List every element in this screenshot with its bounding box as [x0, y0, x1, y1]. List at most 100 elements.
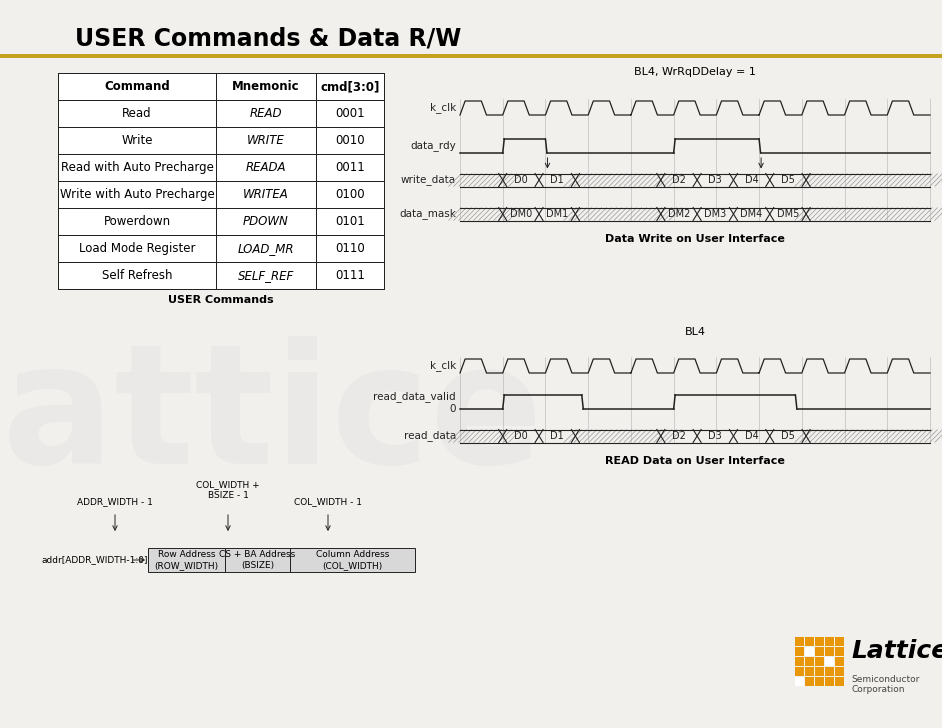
Bar: [58, 181, 216, 208]
Bar: [216, 208, 316, 235]
Bar: [316, 181, 384, 208]
Bar: [805, 647, 814, 656]
Text: Row Address
(ROW_WIDTH): Row Address (ROW_WIDTH): [154, 550, 219, 570]
Bar: [216, 181, 316, 208]
Text: ADDR_WIDTH - 1: ADDR_WIDTH - 1: [77, 497, 153, 506]
Bar: [290, 548, 415, 572]
Bar: [815, 667, 824, 676]
Bar: [225, 548, 290, 572]
Text: Mnemonic: Mnemonic: [232, 80, 300, 93]
Text: COL_WIDTH +
BSIZE - 1: COL_WIDTH + BSIZE - 1: [196, 480, 260, 500]
Bar: [316, 262, 384, 289]
Bar: [795, 677, 804, 686]
Text: READA: READA: [246, 161, 286, 174]
Bar: [58, 100, 216, 127]
Text: CS + BA Address
(BSIZE): CS + BA Address (BSIZE): [219, 550, 296, 570]
Text: WRITE: WRITE: [247, 134, 284, 147]
Text: Write with Auto Precharge: Write with Auto Precharge: [59, 188, 215, 201]
Text: BL4, WrRqDDelay = 1: BL4, WrRqDDelay = 1: [634, 67, 755, 77]
Bar: [58, 262, 216, 289]
Bar: [835, 657, 844, 666]
Text: Write: Write: [122, 134, 153, 147]
Bar: [58, 262, 384, 289]
Text: Read with Auto Precharge: Read with Auto Precharge: [60, 161, 214, 174]
Bar: [795, 657, 804, 666]
Text: Lattice: Lattice: [851, 639, 942, 663]
Text: D1: D1: [550, 175, 564, 185]
Text: Command: Command: [105, 80, 170, 93]
Bar: [815, 657, 824, 666]
Text: 0001: 0001: [335, 107, 365, 120]
Bar: [216, 154, 316, 181]
Text: D2: D2: [672, 175, 686, 185]
Text: read_data_valid: read_data_valid: [373, 392, 456, 403]
Text: Powerdown: Powerdown: [104, 215, 171, 228]
Bar: [815, 647, 824, 656]
Bar: [58, 73, 384, 100]
Text: 0111: 0111: [335, 269, 365, 282]
Text: D4: D4: [745, 175, 758, 185]
Text: k_clk: k_clk: [430, 103, 456, 114]
Text: D3: D3: [708, 431, 723, 441]
Bar: [316, 235, 384, 262]
Bar: [58, 208, 216, 235]
Text: WRITEA: WRITEA: [243, 188, 289, 201]
Text: D3: D3: [708, 175, 723, 185]
Bar: [216, 73, 316, 100]
Bar: [835, 647, 844, 656]
Text: Data Write on User Interface: Data Write on User Interface: [605, 234, 785, 245]
Text: PDOWN: PDOWN: [243, 215, 289, 228]
Text: data_mask: data_mask: [399, 208, 456, 219]
Bar: [148, 548, 225, 572]
Text: 0011: 0011: [335, 161, 365, 174]
Text: READ: READ: [250, 107, 283, 120]
Text: DM1: DM1: [546, 209, 568, 219]
Text: Read: Read: [122, 107, 152, 120]
Bar: [825, 647, 834, 656]
Text: DM0: DM0: [510, 209, 532, 219]
Text: BL4: BL4: [685, 327, 706, 337]
Text: Lattice: Lattice: [0, 336, 544, 499]
Text: 0110: 0110: [335, 242, 365, 255]
Bar: [805, 677, 814, 686]
Bar: [216, 100, 316, 127]
Text: 0101: 0101: [335, 215, 365, 228]
Bar: [805, 667, 814, 676]
Text: cmd[3:0]: cmd[3:0]: [320, 80, 380, 93]
Bar: [58, 127, 384, 154]
Bar: [316, 154, 384, 181]
Bar: [316, 73, 384, 100]
Bar: [815, 677, 824, 686]
Bar: [216, 262, 316, 289]
Text: USER Commands: USER Commands: [169, 295, 274, 305]
Bar: [316, 100, 384, 127]
Bar: [825, 657, 834, 666]
Bar: [316, 208, 384, 235]
Text: SELF_REF: SELF_REF: [238, 269, 294, 282]
Text: read_data: read_data: [404, 430, 456, 441]
Text: DM5: DM5: [777, 209, 799, 219]
Text: 0100: 0100: [335, 188, 365, 201]
Text: D1: D1: [550, 431, 564, 441]
Text: Semiconductor
Corporation: Semiconductor Corporation: [851, 675, 919, 695]
Text: COL_WIDTH - 1: COL_WIDTH - 1: [294, 497, 362, 506]
Bar: [825, 677, 834, 686]
Bar: [58, 181, 384, 208]
Text: Load Mode Register: Load Mode Register: [79, 242, 195, 255]
Bar: [825, 667, 834, 676]
Bar: [835, 677, 844, 686]
Text: READ Data on User Interface: READ Data on User Interface: [605, 456, 785, 467]
Bar: [58, 127, 216, 154]
Bar: [316, 127, 384, 154]
Bar: [805, 637, 814, 646]
Text: D0: D0: [514, 431, 528, 441]
Text: 0010: 0010: [335, 134, 365, 147]
Text: D2: D2: [672, 431, 686, 441]
Bar: [825, 637, 834, 646]
Bar: [835, 637, 844, 646]
Bar: [216, 235, 316, 262]
Bar: [815, 637, 824, 646]
Text: addr[ADDR_WIDTH-1:0]: addr[ADDR_WIDTH-1:0]: [42, 555, 149, 564]
Text: k_clk: k_clk: [430, 360, 456, 371]
Text: write_data: write_data: [401, 175, 456, 186]
